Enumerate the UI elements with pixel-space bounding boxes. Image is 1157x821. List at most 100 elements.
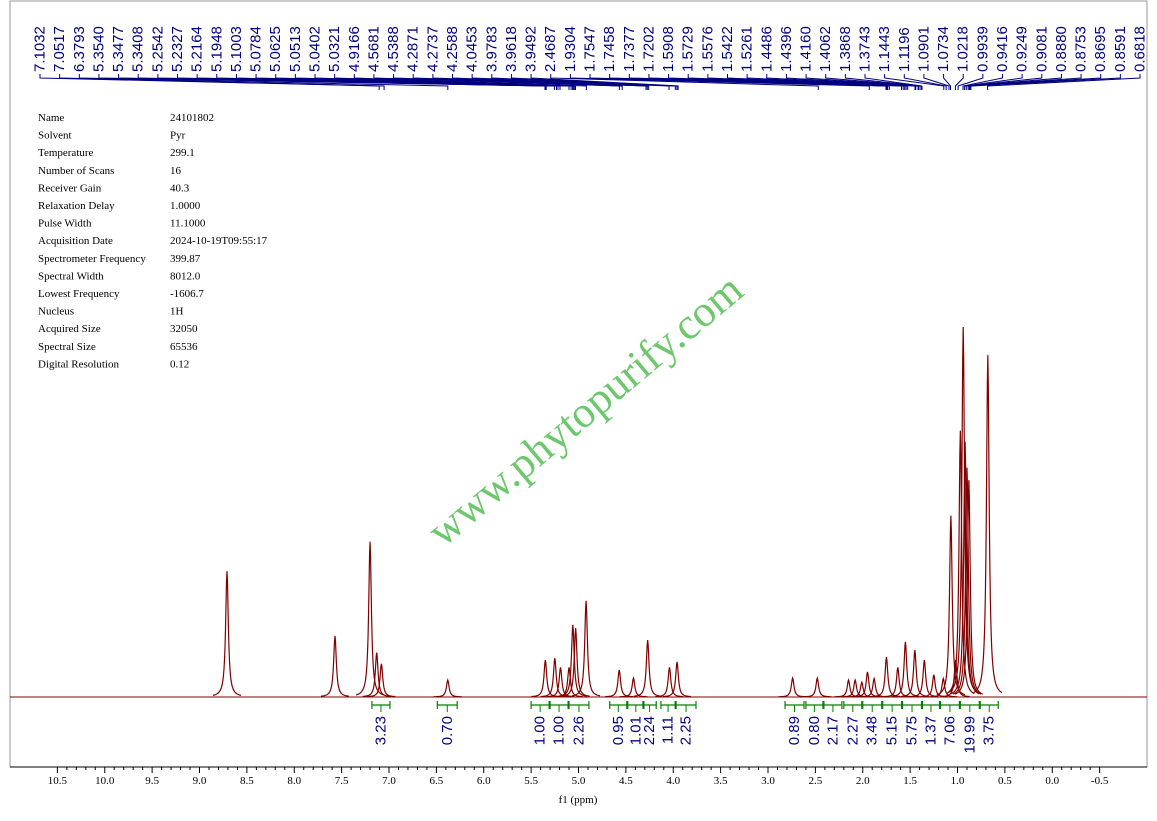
param-value: 65536 [170,341,198,353]
param-name: Lowest Frequency [38,288,120,300]
peak-connector [965,74,1043,90]
peak-label: 1.7202 [640,26,657,72]
peak-label: 5.0625 [267,26,284,72]
x-tick-label: 1.5 [903,775,917,787]
param-value: Pyr [170,130,186,142]
peak [941,659,970,698]
integral-label: 1.11 [660,716,677,744]
param-value: 0.12 [170,358,189,370]
param-name: Acquired Size [38,323,101,335]
integral-label: 2.26 [570,716,587,745]
peak-label: 4.9166 [346,26,363,72]
peak [212,571,242,696]
x-tick-label: 1.0 [951,775,965,787]
peak-label: 0.9081 [1033,26,1050,72]
x-tick-label: 8.0 [287,775,301,787]
peak-label: 7.1032 [32,26,49,72]
param-value: 11.1000 [170,218,206,230]
peak-label: 0.6818 [1132,26,1149,72]
peak [546,667,575,698]
x-tick-label: -0.5 [1091,775,1109,787]
peak-label: 1.0218 [955,26,972,72]
peak [662,661,692,698]
peak [803,676,832,698]
peak [561,628,590,697]
peak [558,624,587,697]
param-name: Name [38,112,64,124]
peak [320,635,350,697]
param-name: Solvent [38,130,72,142]
peak-label: 5.0321 [326,26,343,72]
peak-connector [967,74,1062,90]
peak-connector [954,74,964,90]
x-tick-label: 4.5 [619,775,633,787]
peak [883,667,912,698]
peak-connector [452,74,650,90]
peak-label: 4.0453 [464,26,481,72]
x-tick-label: 10.0 [95,775,115,787]
peak-connector [491,74,676,90]
peak [362,652,391,698]
x-tick-label: 0.5 [998,775,1012,787]
peak-label: 0.8695 [1092,26,1109,72]
peak-label: 1.4062 [817,26,834,72]
peak-label: 1.1443 [876,26,893,72]
peak-label: 5.2327 [169,26,186,72]
x-tick-label: 8.5 [240,775,254,787]
integral-label: 2.17 [824,716,841,745]
integral-label: 1.00 [532,716,549,745]
param-value: 16 [170,165,182,177]
peak-connector [78,74,449,90]
peak [778,676,807,698]
integral-label: 0.70 [439,716,456,745]
param-value: 299.1 [170,147,195,159]
peak-label: 0.9416 [994,26,1011,72]
peak-label: 5.0784 [248,26,265,72]
param-name: Receiver Gain [38,182,102,194]
peak [954,480,984,695]
peak [531,659,560,698]
param-value: 32050 [170,323,198,335]
peak-connector [970,74,1121,90]
x-tick-label: 6.5 [430,775,444,787]
peak-connector [844,74,922,90]
peak-label: 3.9492 [523,26,540,72]
peak-connector [968,74,1082,90]
peak-label: 1.7547 [582,26,599,72]
x-tick-label: 9.0 [193,775,207,787]
peak-label: 1.4396 [778,26,795,72]
integral-label: 1.37 [922,716,939,745]
peak-connector [550,74,819,90]
peak [973,355,1003,694]
peak-connector [727,74,907,90]
peak-label: 0.8880 [1053,26,1070,72]
integral-label: 2.24 [641,716,658,745]
peak [571,600,601,697]
integral-label: 3.75 [981,716,998,745]
peak-label: 4.2871 [405,26,422,72]
peak-label: 5.3408 [130,26,147,72]
peak-connector [353,74,587,90]
integral-label: 2.25 [678,716,695,745]
peak [633,639,662,697]
peak-label: 3.9618 [503,26,520,72]
peak-label: 1.4160 [798,26,815,72]
peak-connector [962,74,1003,90]
peak-label: 1.9304 [562,26,579,72]
peak-label: 6.3793 [71,26,88,72]
peak-label: 1.1196 [896,27,913,72]
param-name: Nucleus [38,306,74,318]
peak-label: 4.2588 [444,26,461,72]
peak-connector [471,74,670,90]
peak-connector [785,74,917,90]
x-tick-label: 4.0 [666,775,680,787]
peak [946,430,975,695]
peak-label: 5.1948 [208,26,225,72]
param-name: Acquisition Date [38,235,113,247]
peak [367,663,396,698]
peak [655,667,684,698]
peak-label: 1.7458 [601,26,618,72]
peak-connector [923,74,950,90]
peak-label: 7.0517 [51,26,68,72]
integral-label: 3.48 [864,716,881,745]
